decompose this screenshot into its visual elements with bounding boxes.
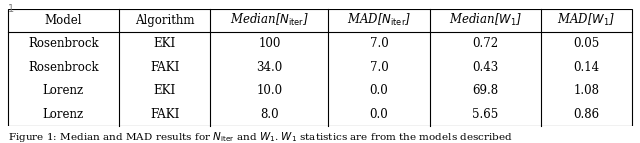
Text: 0.14: 0.14 (573, 61, 600, 74)
Text: 0.72: 0.72 (472, 37, 499, 50)
Text: 1.08: 1.08 (573, 84, 600, 97)
Text: MAD[$N_{\mathrm{iter}}$]: MAD[$N_{\mathrm{iter}}$] (347, 12, 412, 28)
Text: 8.0: 8.0 (260, 108, 278, 121)
Text: 1: 1 (8, 4, 14, 14)
Text: 69.8: 69.8 (472, 84, 499, 97)
Text: 100: 100 (258, 37, 280, 50)
Text: 34.0: 34.0 (256, 61, 282, 74)
Text: Figure 1: Median and MAD results for $N_{\mathrm{iter}}$ and $W_1$. $W_1$ statis: Figure 1: Median and MAD results for $N_… (8, 130, 513, 143)
Text: 10.0: 10.0 (256, 84, 282, 97)
Text: Lorenz: Lorenz (43, 84, 84, 97)
Text: Model: Model (45, 14, 82, 27)
Text: 7.0: 7.0 (370, 37, 388, 50)
Text: 7.0: 7.0 (370, 61, 388, 74)
Text: EKI: EKI (154, 37, 176, 50)
Text: MAD[$W_1$]: MAD[$W_1$] (557, 12, 616, 28)
Text: 0.05: 0.05 (573, 37, 600, 50)
Text: 0.0: 0.0 (370, 108, 388, 121)
Text: Lorenz: Lorenz (43, 108, 84, 121)
Text: 0.86: 0.86 (573, 108, 600, 121)
Text: Algorithm: Algorithm (135, 14, 195, 27)
Text: FAKI: FAKI (150, 108, 179, 121)
Text: FAKI: FAKI (150, 61, 179, 74)
Text: 0.0: 0.0 (370, 84, 388, 97)
Text: Rosenbrock: Rosenbrock (28, 37, 99, 50)
Text: 0.43: 0.43 (472, 61, 499, 74)
Text: Rosenbrock: Rosenbrock (28, 61, 99, 74)
Text: Median[$N_{\mathrm{iter}}$]: Median[$N_{\mathrm{iter}}$] (230, 12, 309, 28)
Text: EKI: EKI (154, 84, 176, 97)
Text: Median[$W_1$]: Median[$W_1$] (449, 12, 522, 28)
Text: 5.65: 5.65 (472, 108, 499, 121)
